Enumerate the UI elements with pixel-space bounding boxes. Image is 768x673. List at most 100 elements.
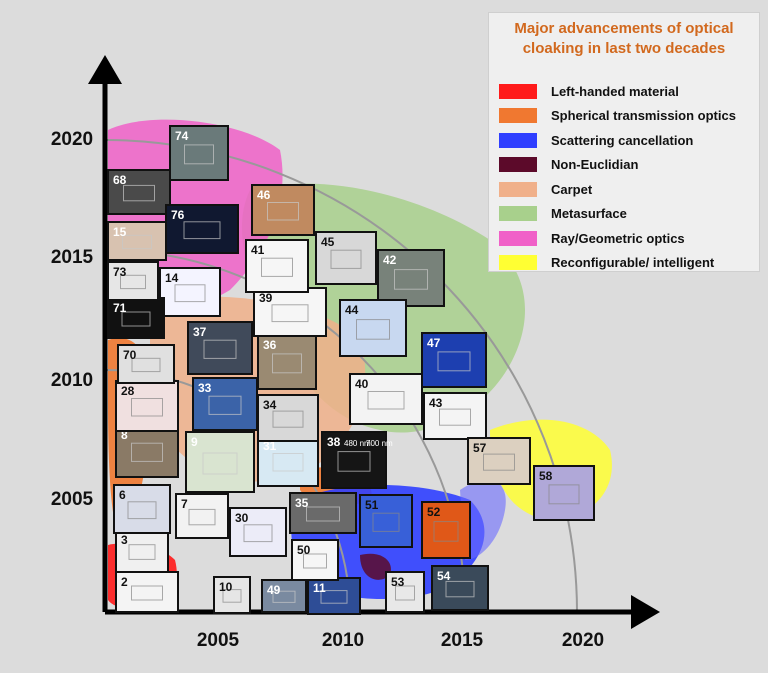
tile-figure	[188, 508, 216, 526]
tile-frame	[107, 169, 171, 215]
tile-frame	[349, 373, 423, 425]
tile-figure	[131, 398, 163, 417]
paper-tile-47: 47	[421, 332, 487, 388]
tile-number: 52	[427, 505, 441, 519]
tile-frame	[467, 437, 531, 485]
tile-frame	[257, 394, 319, 442]
tile-figure	[394, 269, 428, 290]
tile-frame	[213, 576, 251, 614]
tile-number: 38	[327, 435, 341, 449]
tile-number: 51	[365, 498, 379, 512]
tile-frame	[385, 571, 425, 613]
legend-label: Carpet	[551, 181, 593, 197]
tile-frame	[107, 261, 159, 301]
paper-tile-15: 15	[107, 221, 167, 261]
y-axis-arrow	[88, 55, 122, 84]
tile-frame	[169, 125, 229, 181]
paper-tile-46: 46	[251, 184, 315, 236]
paper-tile-42: 42	[377, 249, 445, 307]
tile-figure	[330, 249, 362, 269]
tile-figure	[271, 304, 309, 323]
paper-tile-49: 49	[261, 579, 307, 613]
tile-38-label-2: 700 nm	[366, 439, 393, 448]
tile-frame	[257, 334, 317, 390]
tile-number: 46	[257, 188, 271, 202]
tile-figure	[306, 506, 340, 522]
paper-tile-50: 50	[291, 539, 339, 581]
tile-frame	[289, 492, 357, 534]
legend-label: Reconfigurable/ intelligent	[551, 255, 715, 270]
tile-number: 9	[191, 435, 198, 449]
tile-figure	[183, 221, 221, 240]
tile-number: 42	[383, 253, 397, 267]
tile-frame	[115, 424, 179, 478]
paper-tile-53: 53	[385, 571, 425, 613]
tile-number: 3	[121, 533, 128, 547]
x-tick-2015: 2015	[441, 630, 484, 651]
tile-figure	[267, 202, 299, 221]
tile-frame	[261, 579, 307, 613]
tile-number: 71	[113, 301, 127, 315]
paper-tile-52: 52	[421, 501, 471, 559]
tile-figure	[243, 524, 273, 543]
tile-number: 2	[121, 575, 128, 589]
tile-figure	[222, 589, 242, 603]
paper-tile-3: 3	[115, 529, 169, 573]
legend-label: Metasurface	[551, 206, 627, 221]
tile-figure	[131, 585, 163, 601]
tile-frame	[115, 529, 169, 573]
paper-tile-41: 41	[245, 239, 309, 293]
paper-tile-31: 31	[257, 435, 319, 487]
paper-tile-51: 51	[359, 494, 413, 548]
tile-number: 7	[181, 497, 188, 511]
paper-tile-76: 76	[165, 204, 239, 254]
tile-number: 28	[121, 384, 135, 398]
tile-frame	[185, 431, 255, 493]
legend-swatch	[499, 206, 537, 221]
tile-number: 8	[121, 428, 128, 442]
tile-number: 10	[219, 580, 233, 594]
paper-tile-28: 28	[115, 380, 179, 432]
tile-figure	[272, 453, 304, 472]
tile-figure	[261, 257, 293, 277]
tile-frame	[115, 380, 179, 432]
tile-figure	[395, 585, 415, 601]
legend-swatch	[499, 108, 537, 123]
region-non-euclidian	[360, 553, 391, 580]
paper-tile-30: 30	[229, 507, 287, 557]
x-axis-ticks: 2005 2010 2015 2020	[197, 630, 604, 651]
tile-frame	[421, 332, 487, 388]
tile-number: 54	[437, 569, 451, 583]
tile-figure	[272, 410, 304, 428]
tile-number: 37	[193, 325, 207, 339]
legend-item: Reconfigurable/ intelligent	[499, 253, 714, 273]
paper-tile-8: 8	[115, 424, 179, 478]
tile-figure	[356, 319, 390, 340]
legend-label: Left-handed material	[551, 83, 679, 99]
tile-number: 73	[113, 265, 127, 279]
tile-figure	[367, 391, 405, 410]
tile-number: 44	[345, 303, 359, 317]
tile-frame	[175, 493, 229, 539]
paper-tile-6: 6	[113, 484, 171, 534]
tile-number: 30	[235, 511, 249, 525]
tile-number: 40	[355, 377, 369, 391]
legend: Major advancements of optical cloaking i…	[488, 12, 760, 272]
paper-tile-44: 44	[339, 299, 407, 357]
tile-number: 58	[539, 469, 553, 483]
tile-number: 31	[263, 439, 277, 453]
tile-figure	[127, 501, 157, 520]
paper-tile-37: 37	[187, 321, 253, 375]
paper-tile-58: 58	[533, 465, 595, 521]
tile-frame	[377, 249, 445, 307]
tile-number: 70	[123, 348, 137, 362]
tile-number: 57	[473, 441, 487, 455]
paper-tile-34: 34	[257, 394, 319, 442]
paper-tile-54: 54	[431, 565, 489, 611]
legend-item: Non-Euclidian	[499, 155, 638, 175]
tile-figure	[120, 274, 146, 290]
tile-figure	[184, 144, 214, 165]
